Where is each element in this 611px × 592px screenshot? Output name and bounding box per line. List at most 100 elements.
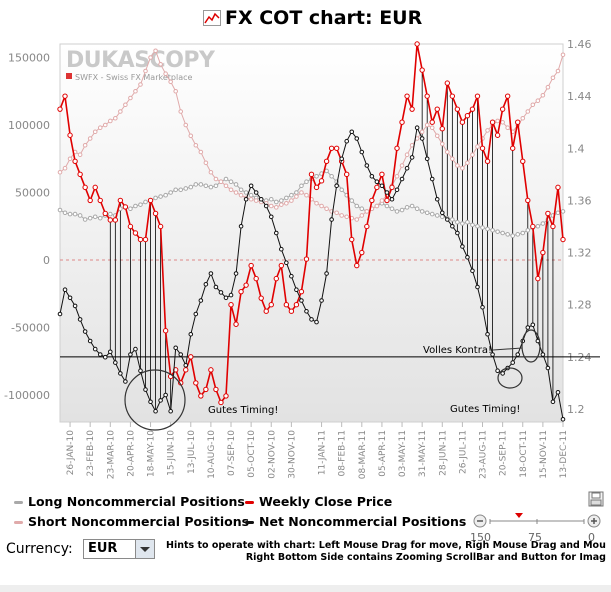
data-point [304,192,309,198]
chevron-down-icon[interactable] [135,540,154,558]
data-point [147,197,154,204]
annotation-ellipse [521,329,541,363]
data-point [238,223,244,229]
data-point [128,95,133,101]
x-tick-label: 15-NOV-11 [539,430,549,479]
data-point [369,174,375,179]
data-point [364,223,370,230]
data-point [515,352,521,357]
data-point [173,187,178,193]
data-point [112,217,119,223]
chart-icon [203,10,221,26]
data-point [203,386,209,393]
data-point [113,115,118,121]
data-point [495,368,500,374]
data-point [77,317,83,322]
data-point [313,184,320,191]
data-point [319,298,324,303]
data-point [233,321,239,327]
data-point [162,328,169,334]
data-point [484,158,491,165]
data-point [394,145,400,151]
data-point [168,408,173,414]
data-point [429,125,435,130]
data-point [133,346,138,352]
data-point [323,158,330,165]
data-point [419,67,425,73]
data-point [97,215,103,221]
save-image-icon[interactable] [588,491,604,507]
data-point [354,203,360,209]
data-point [439,210,445,216]
data-point [545,84,551,90]
data-point [364,163,370,168]
y-left-tick-label: 0 [43,254,50,267]
data-point [248,192,254,198]
y-right-tick-label: 1.2 [567,403,585,416]
data-point [193,380,199,386]
data-point [218,399,224,406]
data-point [238,288,244,295]
annotation-pointer [492,347,523,351]
data-point [545,210,551,217]
data-point [123,379,128,384]
data-point [474,93,481,99]
data-point [294,287,299,293]
data-point [208,169,214,175]
data-point [158,61,163,67]
data-point [445,149,450,155]
y-left-tick-label: 150000 [8,52,50,65]
legend-item-close[interactable]: Weekly Close Price [245,494,392,509]
data-point [389,206,395,211]
x-tick-label: 05-OCT-10 [247,430,257,478]
data-point [228,301,234,308]
data-point [424,122,430,128]
data-point [389,196,395,202]
data-point [158,398,163,403]
zoom-scrollbar[interactable]: 150 75 0 [470,505,606,545]
data-point [133,203,138,209]
data-point [409,142,415,148]
currency-select[interactable]: EUR [83,539,155,559]
x-tick-label: 13-JUL-10 [187,430,197,474]
data-point [419,209,425,214]
legend-item-long[interactable]: Long Noncommercial Positions [14,494,245,509]
data-point [289,273,294,279]
x-tick-label: 02-NOV-10 [267,430,277,479]
data-point [278,262,285,269]
legend-item-short[interactable]: Short Noncommercial Positions [14,514,249,529]
data-point [560,52,566,58]
data-point [72,211,78,217]
data-point [550,399,556,405]
x-tick-label: 23-AUG-11 [479,430,489,479]
legend-item-net[interactable]: Net Noncommercial Positions [245,514,466,529]
data-point [72,303,78,309]
data-point [439,141,445,147]
data-point [465,219,470,225]
data-point [132,230,139,236]
data-point [560,236,566,243]
data-point [399,207,405,213]
data-point [87,215,93,221]
data-point [102,122,108,128]
data-point [308,171,315,178]
data-point [434,196,440,202]
data-point [303,256,310,262]
data-point [384,203,390,209]
data-point [138,202,143,207]
y-left-tick-label: 100000 [8,119,50,132]
data-point [118,371,123,376]
zoom-slider-handle[interactable] [515,513,523,518]
data-point [263,203,269,209]
data-point [92,214,98,220]
data-point [208,367,214,373]
data-point [455,230,460,236]
data-point [344,171,350,178]
data-point [57,169,63,175]
data-point [273,205,279,210]
data-point [92,184,98,191]
data-point [344,214,350,220]
x-tick-label: 23-MAR-10 [106,430,116,479]
data-point [333,145,340,151]
